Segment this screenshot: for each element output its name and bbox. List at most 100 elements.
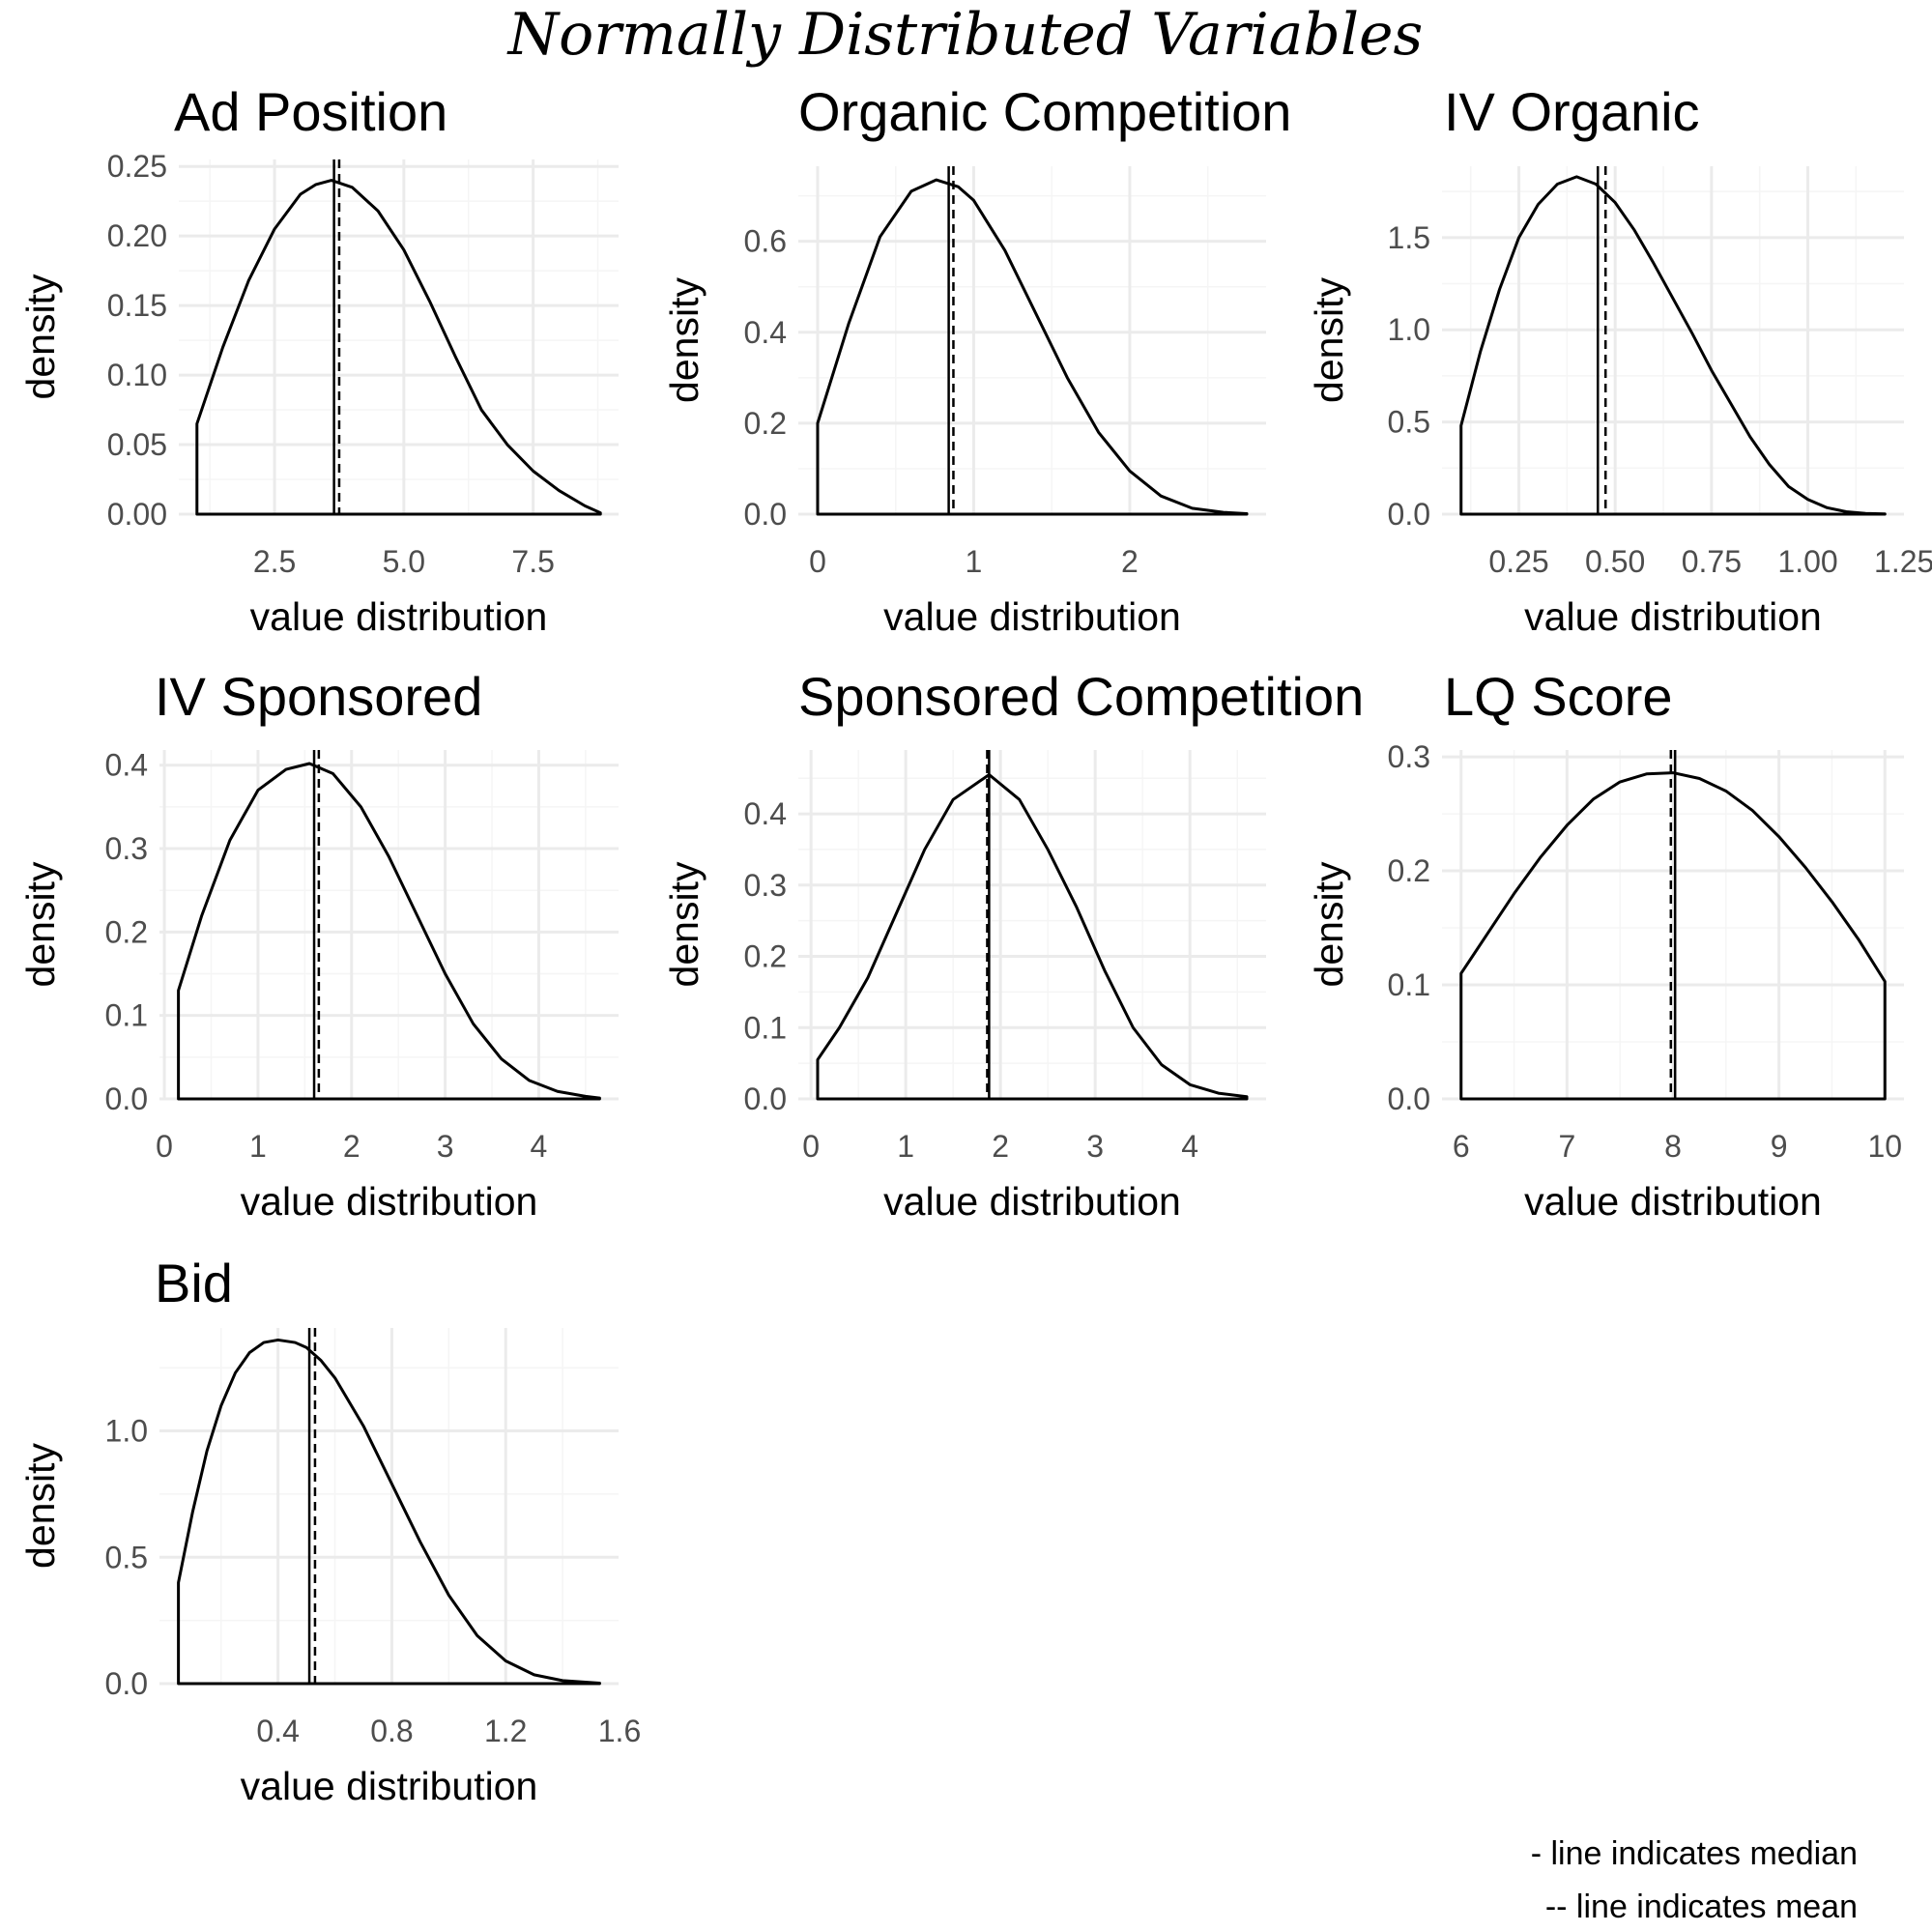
y-tick-label: 0.2 [105,914,148,949]
x-tick-label: 1.6 [598,1714,641,1748]
y-axis-label: density [1307,861,1351,987]
y-tick-label: 0.0 [105,1081,148,1116]
panel-title-ad-position: Ad Position [174,81,447,142]
y-tick-label: 0.2 [744,939,787,974]
x-tick-label: 10 [1867,1129,1902,1164]
x-axis-label: value distribution [241,1764,538,1808]
y-axis-label: density [18,274,63,399]
grid-ad-position [179,159,619,516]
y-tick-label: 0.3 [1388,739,1430,774]
y-tick-label: 0.20 [107,218,167,253]
x-axis-label: value distribution [241,1179,538,1224]
x-axis-label: value distribution [250,594,548,639]
y-tick-label: 1.5 [1388,220,1430,255]
y-tick-label: 0.4 [105,748,148,783]
x-axis-label: value distribution [1524,1179,1822,1224]
panel-organic-competition: 0 1 2 0.0 0.2 0.4 0.6 Organic Competition value … [662,81,1291,639]
y-tick-label: 1.0 [105,1414,148,1449]
x-tick-label: 1 [966,544,983,579]
panel-title-organic-competition: Organic Competition [798,81,1291,142]
y-tick-label: 0.00 [107,497,167,532]
y-axis-label: density [18,1443,63,1569]
density-curve-bid [177,1338,601,1686]
panel-title-bid: Bid [155,1253,233,1313]
x-tick-label: 0.4 [256,1714,299,1748]
x-tick-label: 4 [531,1129,548,1164]
x-tick-label: 5.0 [383,544,425,579]
density-curve-sponsored-competition [816,773,1249,1101]
y-tick-label: 0.05 [107,427,167,462]
x-axis-label: value distribution [883,594,1181,639]
y-tick-label: 1.0 [1388,312,1430,347]
x-tick-label: 2.5 [253,544,296,579]
grid-iv-sponsored [159,750,619,1101]
density-curve-iv-organic [1459,175,1887,516]
y-axis-label: density [662,861,706,987]
density-curve-iv-sponsored [177,762,601,1101]
x-tick-label: 7 [1558,1129,1575,1164]
grid-iv-organic [1442,166,1904,516]
y-tick-label: 0.1 [744,1010,787,1045]
y-axis-label: density [662,277,706,403]
panel-bid: 0.4 0.8 1.2 1.6 0.0 0.5 1.0 Bid value distributi… [18,1253,641,1808]
y-tick-label: 0.5 [1388,405,1430,440]
y-tick-label: 0.4 [744,315,787,350]
x-tick-label: 1 [249,1129,267,1164]
x-tick-label: 1.2 [484,1714,527,1748]
x-tick-label: 3 [1086,1129,1104,1164]
x-axis-label: value distribution [1524,594,1822,639]
x-tick-label: 0.25 [1488,544,1548,579]
panel-title-lq-score: LQ Score [1444,666,1673,727]
y-tick-label: 0.4 [744,796,787,831]
x-tick-label: 1.00 [1777,544,1837,579]
y-tick-label: 0.5 [105,1540,148,1574]
panel-lq-score: 6 7 8 9 10 0.0 0.1 0.2 0.3 LQ Score value distribu… [1307,666,1904,1224]
grid-bid [159,1328,619,1686]
density-curve-lq-score [1459,771,1887,1101]
x-tick-label: 2 [1121,544,1139,579]
panel-iv-organic: 0.25 0.50 0.75 1.00 1.25 0.0 0.5 1.0 1.5 IV Organ… [1307,81,1932,639]
y-tick-label: 0.1 [1388,967,1430,1002]
mean-note: -- line indicates mean [1545,1889,1858,1925]
y-tick-label: 0.3 [744,868,787,903]
x-tick-label: 3 [437,1129,454,1164]
y-tick-label: 0.15 [107,288,167,323]
panel-iv-sponsored: 0 1 2 3 4 0.0 0.1 0.2 0.3 0.4IV Sponsored value di… [18,666,619,1224]
y-tick-label: 0.0 [105,1666,148,1701]
x-tick-label: 0.50 [1585,544,1645,579]
grid-sponsored-competition [798,750,1266,1101]
grid-lq-score [1442,750,1904,1101]
y-tick-label: 0.0 [744,497,787,532]
y-tick-label: 0.6 [744,224,787,259]
y-tick-label: 0.1 [105,998,148,1033]
x-tick-label: 9 [1771,1129,1788,1164]
figure-title: Normally Distributed Variables [506,1,1424,69]
panel-sponsored-competition: 0 1 2 3 4 0.0 0.1 0.2 0.3 0.4 Sponsored Competitio… [662,666,1364,1224]
x-tick-label: 7.5 [511,544,554,579]
x-tick-label: 1.25 [1874,544,1932,579]
y-tick-label: 0.0 [1388,1081,1430,1116]
panel-title-iv-organic: IV Organic [1444,81,1700,142]
x-axis-label: value distribution [883,1179,1181,1224]
y-tick-label: 0.10 [107,358,167,392]
median-note: - line indicates median [1531,1835,1858,1872]
x-tick-label: 0 [802,1129,820,1164]
x-tick-label: 0 [809,544,826,579]
x-tick-label: 0 [156,1129,173,1164]
grid-organic-competition [798,166,1266,516]
x-tick-label: 2 [992,1129,1009,1164]
density-curve-organic-competition [816,178,1249,516]
x-tick-label: 2 [343,1129,360,1164]
y-axis-label: density [18,861,63,987]
x-tick-label: 0.75 [1682,544,1742,579]
x-tick-label: 0.8 [370,1714,413,1748]
y-tick-label: 0.0 [1388,497,1430,532]
y-tick-label: 0.0 [744,1081,787,1116]
x-tick-label: 8 [1664,1129,1682,1164]
y-tick-label: 0.25 [107,149,167,184]
y-axis-label: density [1307,277,1351,403]
x-tick-label: 4 [1181,1129,1198,1164]
